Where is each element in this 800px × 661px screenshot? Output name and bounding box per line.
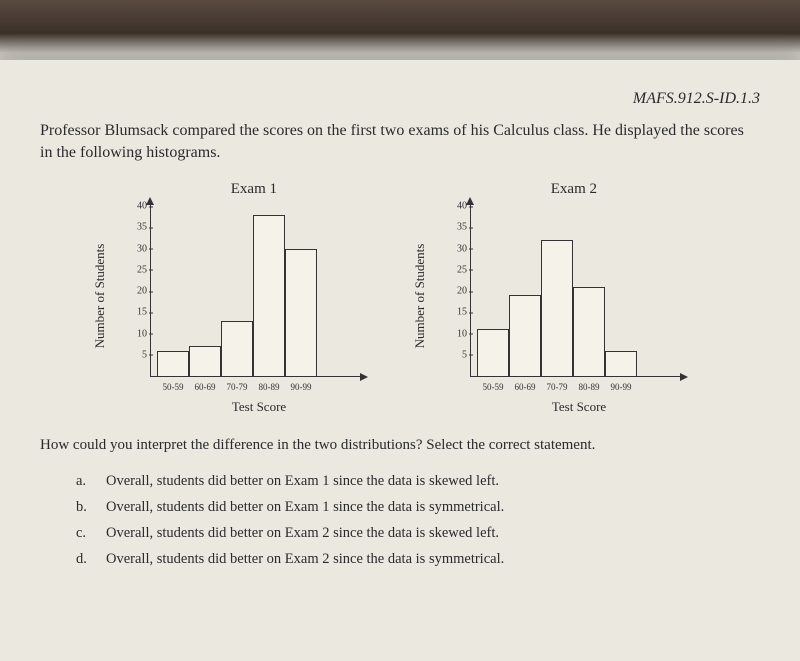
histogram-bar xyxy=(253,215,285,377)
option-letter: c. xyxy=(76,520,92,546)
worksheet-paper: MAFS.912.S-ID.1.3 Professor Blumsack com… xyxy=(0,60,800,661)
y-tick-label: 30 xyxy=(123,243,147,254)
y-tick-label: 5 xyxy=(443,349,467,360)
chart1-ylabel: Number of Students xyxy=(92,244,108,349)
problem-prompt: Professor Blumsack compared the scores o… xyxy=(40,120,760,163)
y-tick-label: 20 xyxy=(123,286,147,297)
chart1-title: Exam 1 xyxy=(231,181,277,198)
answer-option[interactable]: d. Overall, students did better on Exam 2… xyxy=(76,546,760,572)
option-text: Overall, students did better on Exam 1 s… xyxy=(106,494,504,520)
histogram-bar xyxy=(189,346,221,376)
chart1-bars xyxy=(151,215,317,377)
y-tick-label: 25 xyxy=(123,264,147,275)
chart2-plot: 510152025303540 50-5960-6970-7980-8990-9… xyxy=(470,205,680,377)
answer-option[interactable]: a. Overall, students did better on Exam 1… xyxy=(76,468,760,494)
chart1-plot: 510152025303540 50-5960-6970-7980-8990-9… xyxy=(150,205,360,377)
chart-exam2: Exam 2 Number of Students 51015202530354… xyxy=(430,181,690,411)
y-tick-label: 40 xyxy=(123,201,147,212)
y-tick-label: 20 xyxy=(443,286,467,297)
y-tick-label: 15 xyxy=(123,307,147,318)
option-letter: b. xyxy=(76,494,92,520)
histogram-bar xyxy=(605,351,637,377)
x-tick-label: 50-59 xyxy=(163,382,184,392)
option-letter: d. xyxy=(76,546,92,572)
y-tick-label: 15 xyxy=(443,307,467,318)
y-tick-label: 40 xyxy=(443,201,467,212)
option-letter: a. xyxy=(76,468,92,494)
y-tick-label: 25 xyxy=(443,264,467,275)
chart2-title: Exam 2 xyxy=(551,181,597,198)
x-tick-label: 60-69 xyxy=(195,382,216,392)
histogram-bar xyxy=(509,295,541,376)
y-tick-label: 10 xyxy=(123,328,147,339)
y-tick-label: 10 xyxy=(443,328,467,339)
x-tick-label: 80-89 xyxy=(579,382,600,392)
option-text: Overall, students did better on Exam 2 s… xyxy=(106,546,504,572)
x-tick-label: 60-69 xyxy=(515,382,536,392)
x-tick-label: 70-79 xyxy=(547,382,568,392)
y-arrow-icon xyxy=(146,197,154,205)
answer-option[interactable]: b. Overall, students did better on Exam 1… xyxy=(76,494,760,520)
y-tick-label: 35 xyxy=(123,222,147,233)
y-arrow-icon xyxy=(466,197,474,205)
histogram-bar xyxy=(285,249,317,377)
histogram-bar xyxy=(477,329,509,376)
histogram-bar xyxy=(157,351,189,377)
standard-code: MAFS.912.S-ID.1.3 xyxy=(40,90,760,108)
question-text: How could you interpret the difference i… xyxy=(40,437,760,454)
chart2-ylabel: Number of Students xyxy=(412,244,428,349)
x-tick-label: 50-59 xyxy=(483,382,504,392)
histogram-bar xyxy=(541,240,573,376)
charts-row: Exam 1 Number of Students 51015202530354… xyxy=(40,181,760,411)
chart-exam1: Exam 1 Number of Students 51015202530354… xyxy=(110,181,370,411)
y-tick-label: 35 xyxy=(443,222,467,233)
y-tick-label: 5 xyxy=(123,349,147,360)
x-arrow-icon xyxy=(680,373,688,381)
histogram-bar xyxy=(573,287,605,376)
x-tick-label: 80-89 xyxy=(259,382,280,392)
x-tick-label: 90-99 xyxy=(611,382,632,392)
x-tick-label: 90-99 xyxy=(291,382,312,392)
answer-options: a. Overall, students did better on Exam 1… xyxy=(40,468,760,572)
histogram-bar xyxy=(221,321,253,376)
x-tick-label: 70-79 xyxy=(227,382,248,392)
y-tick-label: 30 xyxy=(443,243,467,254)
chart1-xlabel: Test Score xyxy=(232,399,286,415)
x-arrow-icon xyxy=(360,373,368,381)
answer-option[interactable]: c. Overall, students did better on Exam 2… xyxy=(76,520,760,546)
chart2-xlabel: Test Score xyxy=(552,399,606,415)
option-text: Overall, students did better on Exam 1 s… xyxy=(106,468,499,494)
option-text: Overall, students did better on Exam 2 s… xyxy=(106,520,499,546)
chart2-bars xyxy=(471,240,637,376)
